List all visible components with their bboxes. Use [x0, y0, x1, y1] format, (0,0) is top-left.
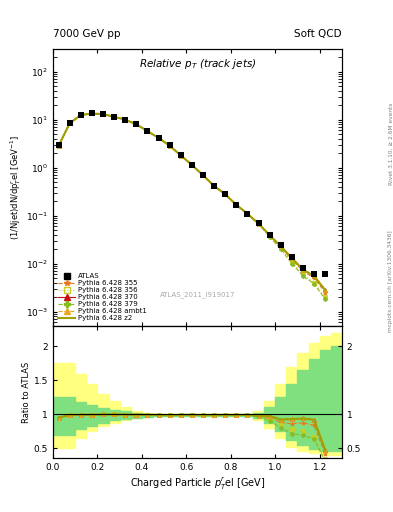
Point [211, 182, 217, 190]
Point [233, 201, 239, 209]
Point [200, 171, 206, 179]
Text: ATLAS_2011_I919017: ATLAS_2011_I919017 [160, 292, 235, 298]
Point [244, 209, 251, 218]
Text: Rivet 3.1.10, ≥ 2.6M events: Rivet 3.1.10, ≥ 2.6M events [388, 102, 393, 184]
Y-axis label: Ratio to ATLAS: Ratio to ATLAS [22, 361, 31, 423]
Text: mcplots.cern.ch [arXiv:1306.3436]: mcplots.cern.ch [arXiv:1306.3436] [388, 231, 393, 332]
Point [55, 141, 62, 149]
Point [311, 270, 317, 279]
Point [266, 230, 273, 239]
Point [144, 127, 151, 135]
Point [122, 116, 129, 124]
X-axis label: Charged Particle $p^{r}_{T}$el [GeV]: Charged Particle $p^{r}_{T}$el [GeV] [130, 476, 265, 493]
Point [178, 151, 184, 159]
Point [189, 161, 195, 169]
Point [322, 270, 329, 279]
Point [100, 110, 106, 118]
Text: 7000 GeV pp: 7000 GeV pp [53, 29, 121, 39]
Point [167, 141, 173, 150]
Text: Relative $p_T$ (track jets): Relative $p_T$ (track jets) [139, 57, 256, 71]
Point [222, 190, 228, 198]
Y-axis label: (1/Njet)dN/dp$^{r}_{T}$el [GeV$^{-1}$]: (1/Njet)dN/dp$^{r}_{T}$el [GeV$^{-1}$] [8, 135, 23, 240]
Point [278, 241, 284, 249]
Legend: ATLAS, Pythia 6.428 355, Pythia 6.428 356, Pythia 6.428 370, Pythia 6.428 379, P: ATLAS, Pythia 6.428 355, Pythia 6.428 35… [57, 271, 148, 323]
Point [111, 113, 117, 121]
Point [255, 219, 262, 227]
Point [300, 264, 306, 272]
Point [66, 119, 73, 127]
Point [289, 252, 295, 261]
Point [78, 111, 84, 119]
Text: Soft QCD: Soft QCD [294, 29, 342, 39]
Point [89, 109, 95, 117]
Point [156, 134, 162, 142]
Point [133, 120, 140, 129]
